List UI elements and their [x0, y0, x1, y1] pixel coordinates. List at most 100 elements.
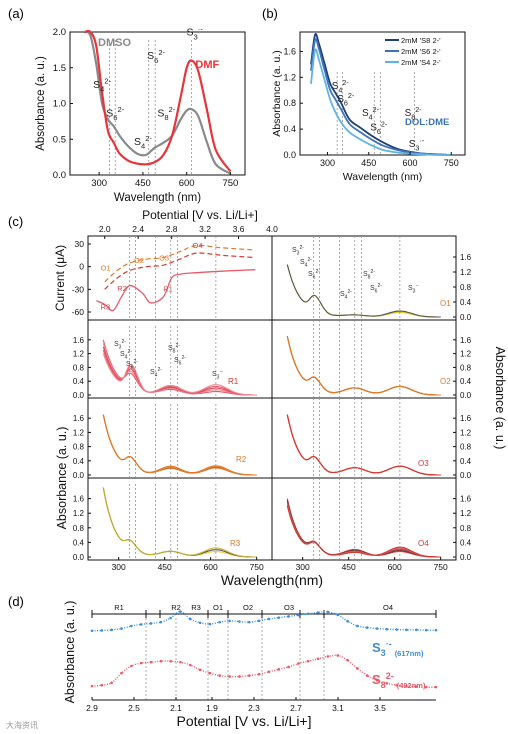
right-o4-curve-3 — [286, 503, 441, 558]
region-label-O1: O1 — [213, 603, 223, 612]
cv-label-R1: R1 — [163, 285, 173, 294]
right-top-species-0-sup: 2- — [299, 245, 304, 251]
species-label-b-4-sub: 8 — [411, 113, 415, 122]
d-point-1-11 — [198, 668, 202, 672]
d-point-0-14 — [228, 619, 231, 623]
panel-tag-O3: O3 — [418, 459, 429, 468]
right-top-species-5: S62- — [370, 283, 382, 294]
right-top-species-4: S82- — [363, 269, 375, 280]
right-y-tick-label: 0.8 — [460, 443, 472, 452]
species-label-b-2-sub: 4 — [369, 113, 373, 122]
cv-tick-label: 4.0 — [266, 224, 278, 234]
right-o3-curve-3 — [286, 414, 441, 476]
right-top-species-1: S42- — [300, 257, 312, 268]
species-label-b-2-main: S — [362, 108, 369, 119]
cv-label-O3: O3 — [159, 254, 169, 263]
left-mid-species-1-sup: 2- — [127, 349, 132, 355]
species-label-b-1-main: S — [337, 94, 344, 105]
x-tick-label-a: 600 — [179, 178, 195, 189]
d-x-tick-label: 3.1 — [332, 703, 344, 713]
species-label-b-0-main: S — [332, 81, 339, 92]
panel-tag-O1: O1 — [440, 299, 451, 308]
d-point-1-20 — [287, 665, 290, 669]
d-point-0-24 — [326, 610, 330, 614]
c-x-tick-label-left: 300 — [112, 562, 126, 572]
d-point-1-9 — [179, 660, 182, 664]
d-point-0-29 — [375, 627, 379, 630]
region-label-R2: R2 — [171, 603, 181, 612]
left-y-tick-label: 1.6 — [73, 495, 85, 504]
left-mid-species-5-main: S — [174, 357, 179, 364]
right-top-species-1-sub: 4 — [305, 262, 308, 268]
right-top-species-0: S32- — [292, 245, 304, 256]
right-o4-curve-1 — [286, 500, 441, 558]
left-r1-curve-4 — [102, 353, 257, 396]
d-point-1-23 — [316, 657, 320, 661]
right-top-species-2-main: S — [308, 271, 313, 278]
y-tick-label-b: 0.0 — [283, 150, 296, 160]
d-point-1-34 — [424, 685, 428, 689]
d-point-1-12 — [208, 671, 212, 675]
species-label-b-0-sub: 4 — [338, 85, 342, 94]
d-point-1-29 — [375, 679, 379, 682]
d-point-0-13 — [218, 620, 222, 624]
d-label-main-0: S — [372, 640, 381, 655]
d-point-1-25 — [336, 654, 340, 657]
left-mid-species-2: S62- — [126, 359, 138, 370]
x-axis-label-a: Wavelength (nm) — [114, 192, 201, 204]
left-mid-species-5: S62- — [174, 355, 186, 366]
left-mid-species-4-sup: 2- — [175, 343, 180, 349]
species-label-a-2: S42- — [134, 134, 152, 151]
left-y-tick-label: 0.0 — [73, 471, 85, 480]
species-label-a-1: S62- — [106, 105, 124, 122]
species-label-b-4: S82- — [405, 105, 423, 122]
y-tick-label-a: 0.5 — [53, 134, 66, 145]
right-o2-curve-1 — [286, 336, 441, 396]
species-label-b-5: S3·- — [409, 136, 425, 153]
d-point-0-28 — [365, 626, 369, 629]
d-x-tick-label: 2.5 — [128, 703, 140, 713]
left-mid-species-3: S42- — [150, 367, 162, 378]
d-point-1-2 — [110, 681, 113, 685]
d-point-1-19 — [277, 668, 281, 671]
d-point-0-23 — [316, 611, 320, 614]
cv-y-tick-label: 30 — [75, 239, 85, 249]
left-r1-curve-0 — [102, 339, 257, 396]
d-point-1-8 — [169, 659, 172, 663]
right-y-tick-label: 1.2 — [460, 428, 472, 437]
panel-tag-R3: R3 — [230, 539, 241, 548]
right-o4-curve-2 — [286, 502, 441, 558]
c-x-tick-label-right: 450 — [342, 562, 356, 572]
cv-tick-label: 2.0 — [99, 224, 111, 234]
right-y-tick-label: 0.4 — [460, 538, 472, 547]
c-y-axis-label-left: Absorbance (a. u.) — [55, 427, 69, 530]
x-tick-label-a: 300 — [91, 178, 107, 189]
series-line-dmso — [84, 30, 232, 175]
cv-oxidation-curve-2 — [104, 252, 256, 290]
cv-tick-label: 2.8 — [166, 224, 178, 234]
left-y-tick-label: 0.0 — [73, 391, 85, 400]
left-mid-species-0-sub: 3 — [119, 344, 122, 350]
species-label-b-4-main: S — [405, 108, 412, 119]
d-point-1-10 — [188, 663, 192, 667]
species-label-a-1-sup: 2- — [118, 105, 125, 114]
d-x-tick-label: 3.5 — [374, 703, 386, 713]
d-point-0-35 — [434, 628, 438, 632]
d-point-0-5 — [139, 623, 143, 626]
d-label-sub-1: 8 — [381, 680, 386, 690]
d-x-tick-label: 2.3 — [248, 703, 260, 713]
right-y-tick-label: 0.0 — [460, 313, 472, 322]
d-x-tick-label: 2.7 — [290, 703, 302, 713]
right-top-species-4-sup: 2- — [370, 269, 375, 275]
species-label-a-4-main: S — [157, 107, 164, 119]
d-point-1-7 — [159, 659, 163, 663]
left-y-tick-label: 1.2 — [73, 509, 85, 518]
d-point-0-26 — [346, 619, 349, 623]
species-label-b-3: S62- — [370, 119, 388, 136]
series-line-b-2 — [310, 48, 452, 156]
left-mid-species-6: S3·- — [212, 369, 223, 380]
d-series-label-1: S82-(492nm) — [372, 671, 426, 690]
d-point-0-25 — [336, 613, 340, 617]
d-series-label-0: S3·-(617nm) — [372, 639, 424, 658]
right-y-tick-label: 1.2 — [460, 268, 472, 277]
